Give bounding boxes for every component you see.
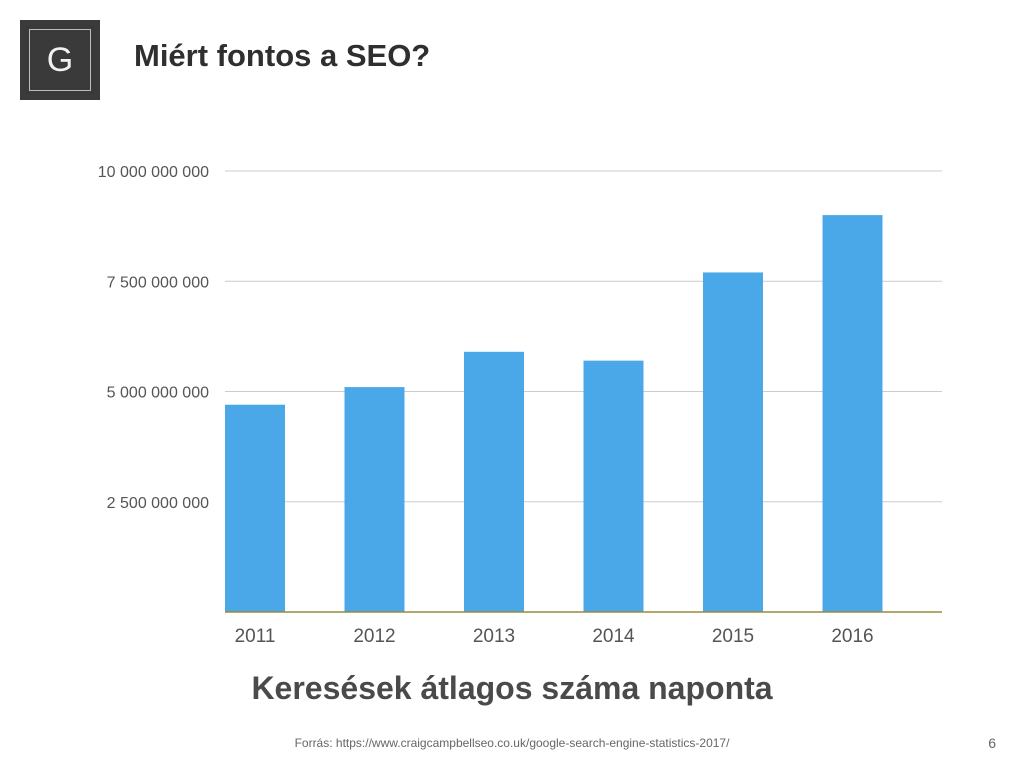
y-tick-label: 2 500 000 000 — [107, 495, 209, 512]
bar-2015 — [703, 272, 763, 612]
x-tick-label: 2015 — [712, 626, 754, 647]
source-text: Forrás: https://www.craigcampbellseo.co.… — [294, 736, 730, 750]
bars — [225, 215, 883, 612]
slide-title: Miért fontos a SEO? — [134, 38, 431, 73]
logo-letter: G — [29, 29, 91, 91]
y-tick-label: 5 000 000 000 — [107, 385, 209, 402]
page-number: 6 — [988, 735, 996, 751]
x-axis-ticks: 2011 2012 2013 2014 2015 2016 — [235, 626, 874, 647]
y-tick-label: 10 000 000 000 — [98, 164, 209, 181]
x-tick-label: 2014 — [592, 626, 635, 647]
x-tick-label: 2012 — [353, 626, 395, 647]
y-tick-label: 7 500 000 000 — [107, 274, 209, 291]
chart-title: Keresések átlagos száma naponta — [251, 670, 773, 706]
bar-2012 — [344, 387, 405, 612]
x-tick-label: 2011 — [235, 626, 276, 647]
y-axis-ticks: 2 500 000 000 5 000 000 000 7 500 000 000 1… — [98, 164, 209, 512]
x-tick-label: 2016 — [831, 626, 873, 647]
bar-2011 — [225, 404, 285, 612]
bar-2014 — [583, 360, 644, 612]
x-tick-label: 2013 — [473, 626, 515, 647]
bar-2016 — [822, 215, 883, 612]
bar-2013 — [464, 351, 524, 612]
logo: G — [20, 20, 100, 100]
